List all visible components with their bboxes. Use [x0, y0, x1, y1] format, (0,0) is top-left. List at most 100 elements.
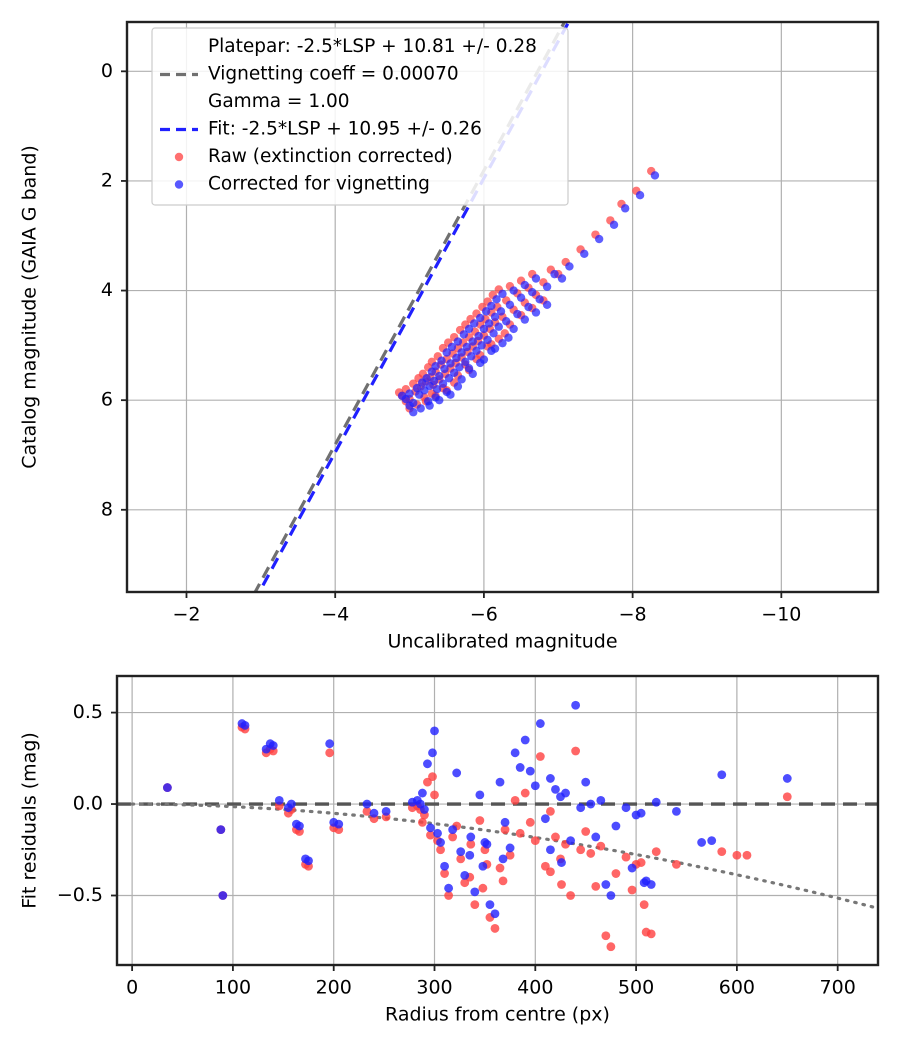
scatter-point: [448, 825, 458, 835]
tick-label-x: 500: [618, 977, 654, 999]
scatter-point: [576, 845, 586, 855]
scatter-point: [546, 845, 555, 855]
tick-label-x: 0: [126, 977, 138, 999]
scatter-point: [505, 300, 515, 310]
legend-entry: Corrected for vignetting: [174, 174, 430, 195]
scatter-point: [639, 878, 649, 888]
scatter-point: [596, 795, 606, 805]
scatter-point: [571, 746, 581, 756]
legend-marker-raw-dot: [174, 152, 184, 162]
scatter-point: [782, 774, 792, 783]
scatter-point: [484, 319, 494, 328]
scatter-point: [405, 401, 414, 410]
scatter-point: [609, 220, 619, 229]
scatter-point: [418, 788, 427, 798]
tick-label-y: 0.5: [73, 701, 103, 723]
scatter-point: [651, 847, 661, 856]
scatter-point: [500, 817, 510, 827]
scatter-point: [576, 803, 586, 813]
scatter-point: [498, 289, 507, 299]
scatter-point: [611, 821, 621, 831]
scatter-point: [546, 806, 555, 816]
scatter-point: [565, 262, 574, 271]
scatter-point: [438, 379, 448, 388]
scatter-point: [489, 329, 498, 338]
scatter-point: [485, 900, 495, 910]
scatter-point: [442, 348, 451, 357]
top-yaxis-title: Catalog magnitude (GAIA G band): [19, 145, 41, 469]
scatter-point: [444, 374, 454, 383]
scatter-point: [732, 850, 742, 860]
scatter-point: [433, 828, 442, 838]
tick-label-x: 200: [316, 977, 352, 999]
bottom-grid: [117, 676, 878, 965]
scatter-point: [268, 741, 278, 750]
scatter-point: [456, 847, 466, 856]
tick-label-x: −2: [172, 604, 200, 626]
scatter-point: [530, 836, 540, 846]
scatter-point: [707, 836, 717, 846]
tick-label-x: −6: [470, 604, 498, 626]
scatter-point: [492, 295, 501, 304]
scatter-point: [717, 770, 727, 780]
scatter-point: [412, 383, 422, 393]
legend-label: Gamma = 1.00: [208, 91, 350, 112]
scatter-point: [531, 308, 541, 317]
scatter-point: [635, 190, 645, 200]
scatter-point: [528, 288, 537, 297]
scatter-point: [561, 788, 570, 798]
scatter-point: [546, 774, 555, 783]
scatter-point: [446, 390, 455, 399]
scatter-point: [490, 312, 500, 322]
scatter-point: [571, 700, 581, 710]
scatter-point: [477, 341, 486, 350]
scatter-point: [470, 887, 480, 897]
legend-entry: Raw (extinction corrected): [174, 146, 453, 167]
scatter-point: [475, 790, 485, 800]
scatter-point: [334, 819, 344, 829]
scatter-point: [591, 832, 601, 842]
scatter-point: [546, 867, 555, 877]
scatter-point: [420, 805, 429, 814]
scatter-point: [218, 891, 228, 900]
scatter-point: [464, 324, 474, 334]
tick-label-x: −8: [619, 604, 647, 626]
scatter-point: [325, 739, 335, 749]
scatter-point: [601, 931, 611, 941]
scatter-point: [440, 364, 449, 374]
tick-label-y: 8: [101, 498, 113, 520]
scatter-point: [596, 841, 606, 851]
scatter-point: [431, 361, 440, 371]
scatter-point: [430, 790, 439, 800]
scatter-point: [369, 808, 379, 818]
scatter-point: [428, 772, 437, 781]
scatter-point: [513, 309, 522, 319]
scatter-point: [447, 342, 457, 352]
scatter-point: [504, 333, 513, 342]
scatter-point: [581, 827, 591, 836]
tick-label-y: 0: [101, 60, 113, 82]
scatter-point: [475, 816, 485, 825]
scatter-point: [636, 808, 646, 818]
tick-label-x: 100: [215, 977, 251, 999]
scatter-point: [475, 313, 485, 323]
scatter-point: [240, 720, 250, 730]
scatter-point: [566, 836, 575, 846]
scatter-point: [551, 832, 560, 842]
scatter-point: [449, 368, 459, 377]
scatter-point: [611, 869, 621, 878]
scatter-point: [436, 838, 445, 847]
scatter-point: [524, 302, 533, 312]
scatter-point: [490, 924, 500, 933]
scatter-point: [466, 832, 476, 842]
scatter-point: [498, 338, 507, 348]
scatter-point: [520, 735, 530, 745]
scatter-point: [478, 861, 488, 871]
scatter-point: [525, 766, 535, 776]
scatter-point: [535, 752, 545, 761]
scatter-point: [409, 408, 418, 417]
scatter-point: [437, 356, 446, 365]
scatter-point: [646, 929, 656, 939]
scatter-point: [478, 883, 488, 893]
scatter-point: [651, 797, 661, 807]
